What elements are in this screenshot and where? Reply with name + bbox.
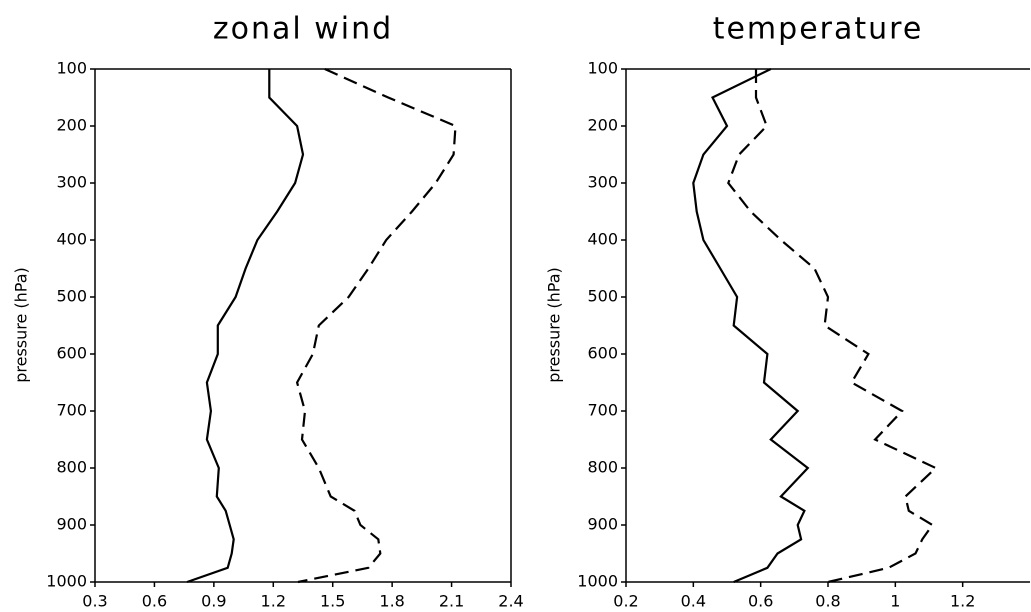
y-tick-label: 300 — [56, 173, 87, 192]
x-tick-label: 0.6 — [748, 592, 773, 611]
y-tick-label: 900 — [587, 515, 618, 534]
y-tick-label: 700 — [56, 401, 87, 420]
x-tick-label: 0.6 — [142, 592, 167, 611]
y-tick-label: 400 — [587, 230, 618, 249]
x-tick-label: 0.8 — [815, 592, 840, 611]
x-tick-label: 1 — [890, 592, 900, 611]
x-tick-label: 2.1 — [439, 592, 464, 611]
x-tick-label: 1.5 — [320, 592, 345, 611]
x-tick-label: 0.4 — [681, 592, 706, 611]
y-tick-label: 200 — [56, 116, 87, 135]
chart-title: temperature — [713, 12, 924, 47]
y-tick-label: 100 — [587, 59, 618, 78]
y-tick-label: 800 — [56, 458, 87, 477]
y-tick-label: 600 — [56, 344, 87, 363]
y-tick-label: 100 — [56, 59, 87, 78]
x-tick-label: 1.8 — [379, 592, 404, 611]
y-tick-label: 700 — [587, 401, 618, 420]
y-tick-label: 600 — [587, 344, 618, 363]
profile-line — [692, 68, 810, 584]
x-tick-label: 0.3 — [82, 592, 107, 611]
y-tick-label: 400 — [56, 230, 87, 249]
y-tick-label: 1000 — [577, 572, 618, 591]
y-tick-label: 300 — [587, 173, 618, 192]
y-tick-label: 500 — [56, 287, 87, 306]
y-tick-label: 800 — [587, 458, 618, 477]
y-axis-label: pressure (hPa) — [12, 267, 31, 383]
profile-line — [727, 69, 938, 584]
x-tick-label: 0.2 — [613, 592, 638, 611]
y-tick-label: 200 — [587, 116, 618, 135]
x-tick-label: 1.2 — [950, 592, 975, 611]
x-tick-label: 2.4 — [498, 592, 523, 611]
x-tick-label: 0.9 — [201, 592, 226, 611]
y-axis-label: pressure (hPa) — [545, 267, 564, 383]
profile-line — [186, 69, 305, 584]
y-tick-label: 1000 — [46, 572, 87, 591]
chart-title: zonal wind — [213, 12, 393, 47]
y-tick-label: 900 — [56, 515, 87, 534]
y-tick-label: 500 — [587, 287, 618, 306]
x-tick-label: 1.2 — [261, 592, 286, 611]
profile-line — [295, 67, 457, 584]
